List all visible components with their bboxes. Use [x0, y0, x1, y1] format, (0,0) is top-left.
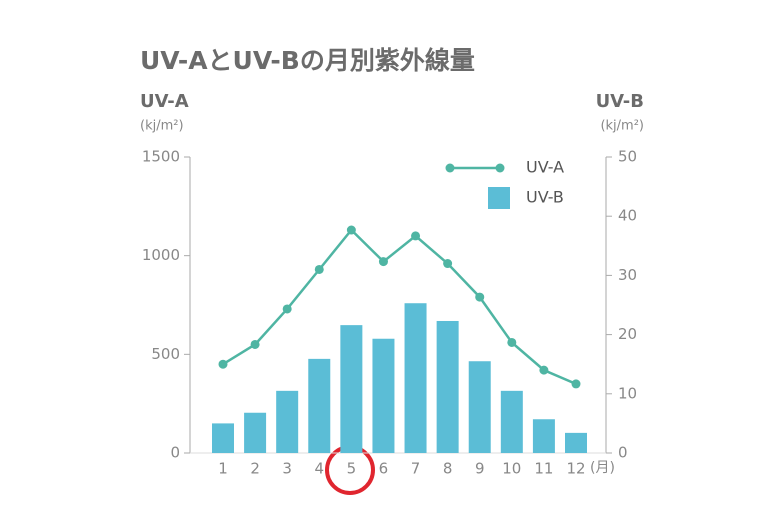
chart-title: UV-AとUV-Bの月別紫外線量	[140, 46, 475, 75]
y2-axis-title: UV-B	[596, 91, 644, 112]
y2-tick-label: 20	[618, 325, 637, 343]
legend-point	[445, 163, 455, 173]
line-point	[443, 259, 453, 269]
line-point	[346, 225, 356, 235]
legend-label: UV-B	[526, 188, 564, 207]
x-tick-label: 3	[282, 460, 292, 478]
line-point	[411, 231, 421, 241]
y-axis-unit: (kj/m²)	[140, 119, 184, 134]
line-point	[250, 339, 260, 349]
y-axis-title: UV-A	[140, 91, 189, 112]
legend-point	[495, 163, 505, 173]
x-tick-label: 2	[250, 460, 260, 478]
line-point	[378, 257, 388, 267]
x-tick-label: 4	[314, 460, 324, 478]
bar	[308, 358, 331, 453]
line	[222, 228, 577, 386]
x-tick-label: 7	[411, 460, 421, 478]
y-tick-label: 500	[151, 345, 180, 363]
bar	[212, 423, 234, 453]
y2-tick-label: 40	[618, 207, 637, 225]
bar	[468, 361, 491, 453]
x-tick-label: 11	[534, 460, 553, 478]
y2-tick-label: 30	[618, 266, 637, 284]
bar	[500, 390, 523, 453]
line-point	[218, 359, 228, 369]
line-point	[314, 264, 324, 274]
y2-axis-unit: (kj/m²)	[600, 119, 644, 134]
y-tick-label: 1500	[142, 148, 180, 166]
y2-tick-label: 50	[618, 148, 637, 166]
x-tick-label: 6	[379, 460, 389, 478]
x-tick-label: 10	[502, 460, 521, 478]
y2-tick-label: 0	[618, 444, 628, 462]
line-point	[475, 292, 485, 302]
y-tick-label: 0	[170, 444, 180, 462]
bar	[404, 303, 427, 453]
bar	[340, 325, 363, 453]
bar	[565, 432, 587, 453]
legend-label: UV-A	[526, 158, 564, 177]
y-tick-label: 1000	[142, 246, 180, 264]
legend-swatch	[488, 187, 510, 209]
line-point	[282, 304, 292, 314]
line-point	[507, 337, 517, 347]
line-point	[539, 365, 549, 375]
x-axis-unit: (月)	[590, 460, 615, 476]
line-point	[571, 379, 581, 389]
y2-tick-label: 10	[618, 384, 637, 402]
bar	[276, 390, 299, 453]
bar	[532, 419, 555, 453]
x-tick-label: 12	[566, 460, 585, 478]
bar	[244, 412, 267, 453]
bar	[372, 338, 395, 453]
x-tick-label: 8	[443, 460, 453, 478]
bar	[436, 320, 459, 453]
x-tick-label: 1	[218, 460, 228, 478]
x-tick-label: 9	[475, 460, 485, 478]
x-tick-label: 5	[347, 460, 357, 478]
